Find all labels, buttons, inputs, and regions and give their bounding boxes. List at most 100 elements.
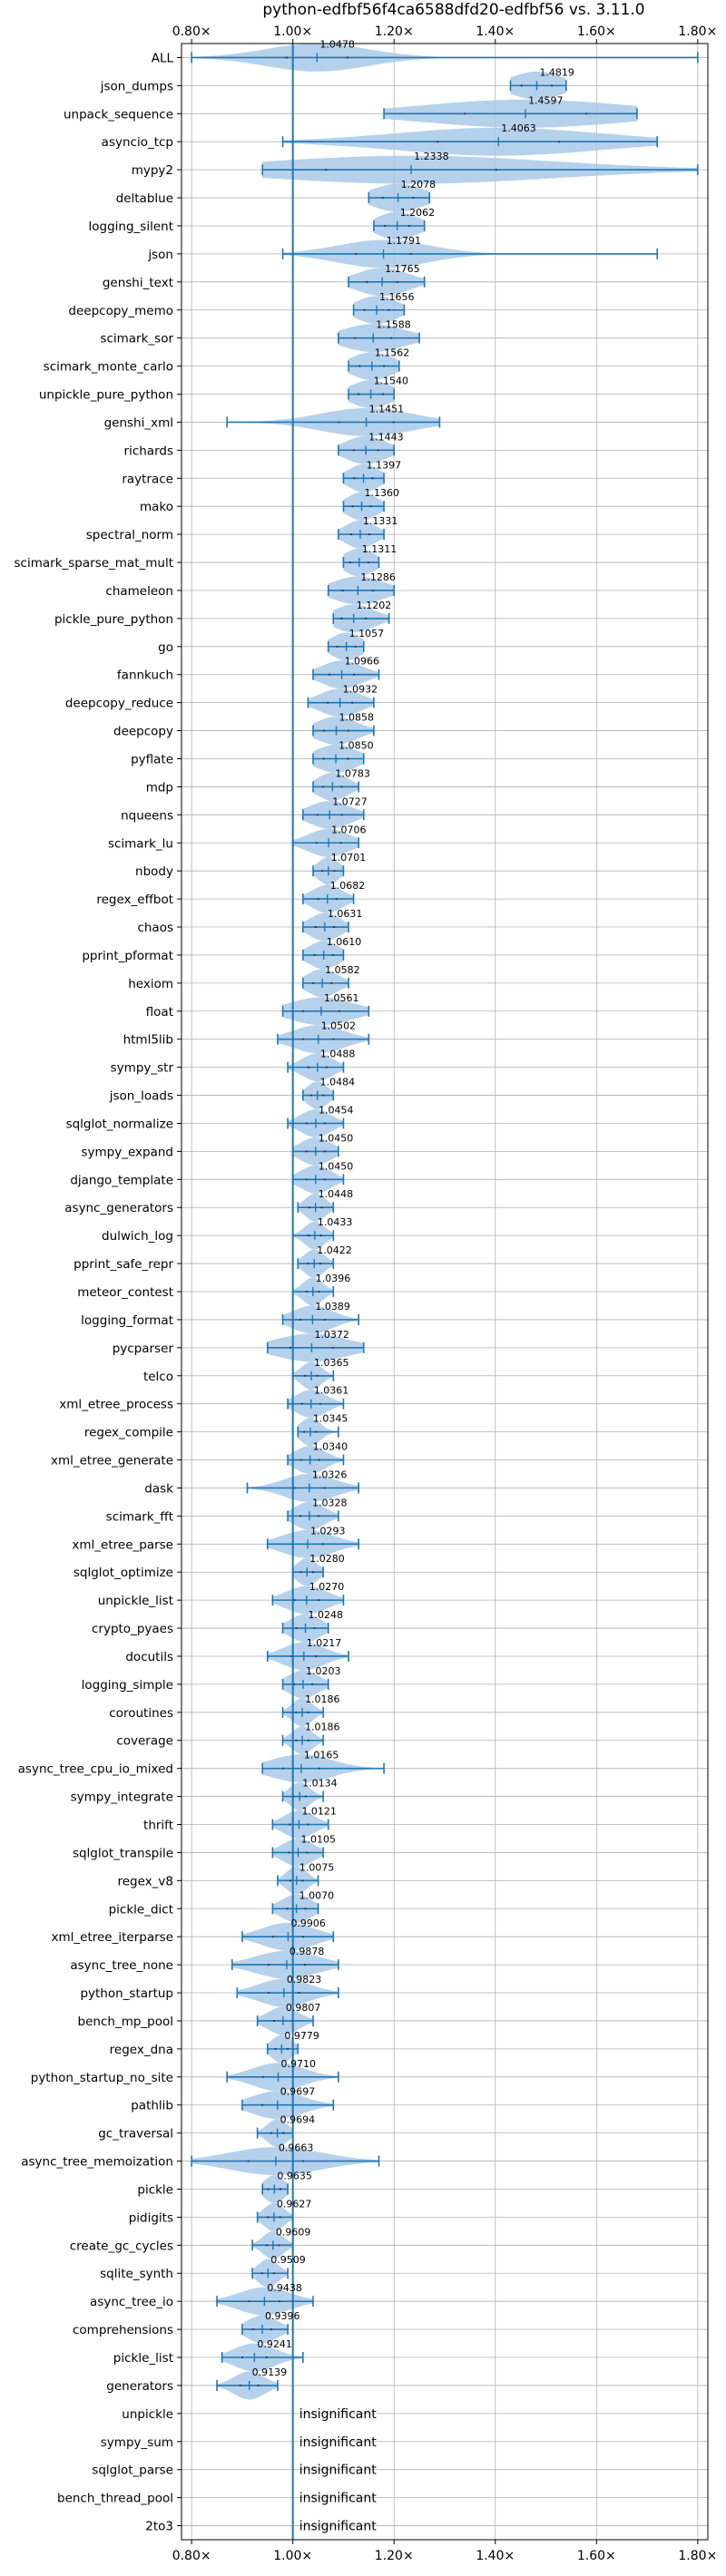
violin-quartile-dot [390, 337, 393, 339]
benchmark-label: regex_effbot [96, 893, 173, 907]
value-label: 0.9438 [267, 2282, 302, 2294]
violin-quartile-dot [308, 1234, 310, 1237]
value-label: 1.2338 [414, 151, 449, 162]
violin-quartile-dot [322, 1094, 325, 1097]
benchmark-label: dulwich_log [102, 1229, 173, 1244]
benchmark-label: docutils [125, 1650, 173, 1664]
violin-quartile-dot [267, 2216, 270, 2219]
value-label: 1.1286 [360, 571, 396, 583]
x-tick-label-bottom: 1.00× [273, 2549, 312, 2563]
violin-quartile-dot [301, 2160, 305, 2162]
value-label: 1.0682 [330, 880, 366, 892]
violin-quartile-dot [339, 842, 342, 844]
benchmark-label: python_startup [80, 1986, 173, 2001]
value-label: 0.9241 [257, 2338, 292, 2350]
benchmark-label: 2to3 [145, 2520, 173, 2534]
violin-quartile-dot [289, 1346, 292, 1349]
grid-layer [182, 44, 708, 2540]
benchmark-label: async_tree_cpu_io_mixed [18, 1762, 173, 1777]
violin-quartile-dot [282, 2132, 285, 2134]
benchmark-label: mypy2 [132, 163, 173, 178]
value-label: 0.9509 [270, 2254, 306, 2266]
violin-quartile-dot [319, 1262, 322, 1265]
value-label: 1.0270 [309, 1581, 345, 1593]
benchmark-label: regex_dna [110, 2043, 173, 2057]
benchmark-label: genshi_xml [104, 415, 173, 430]
violin-quartile-dot [347, 729, 350, 732]
x-tick-label-bottom: 0.80× [172, 2549, 211, 2563]
value-label: 1.0478 [319, 38, 355, 50]
benchmark-label: deepcopy_memo [68, 304, 173, 318]
violin-quartile-dot [316, 814, 319, 816]
x-tick-label-top: 1.40× [476, 24, 515, 39]
value-label: 1.4597 [528, 94, 564, 106]
benchmark-label: xml_etree_process [59, 1398, 173, 1412]
violin-quartile-dot [305, 1150, 308, 1153]
value-label: 1.1791 [387, 235, 422, 247]
violin-quartile-dot [381, 393, 385, 395]
violin-quartile-dot [300, 1402, 303, 1405]
benchmark-label: sympy_sum [101, 2435, 173, 2450]
violin-quartile-dot [407, 224, 411, 228]
violin-quartile-dot [304, 1374, 307, 1377]
value-label: 0.9139 [252, 2366, 288, 2378]
violin-quartile-dot [338, 421, 340, 424]
violin-quartile-dot [299, 1571, 302, 1574]
violin-quartile-dot [305, 1122, 309, 1125]
violin-quartile-dot [272, 2019, 275, 2023]
violin-quartile-dot [295, 1739, 298, 1742]
value-label: 0.9694 [280, 2114, 316, 2126]
violin-quartile-dot [316, 1374, 319, 1377]
value-label: 1.0450 [319, 1160, 354, 1172]
value-label: 1.0372 [314, 1329, 349, 1341]
label-layer: 0.80× 0.80× 1.00× 1.00× 1.20× 1.20× 1.40× 1.40×… [15, 24, 718, 2563]
benchmark-label: pyflate [131, 752, 173, 766]
value-label: 1.1331 [363, 515, 398, 527]
benchmark-label: sqlite_synth [100, 2267, 173, 2281]
violin-quartile-dot [310, 1683, 314, 1685]
violin-quartile-dot [520, 84, 523, 87]
violin-quartile-dot [340, 617, 343, 620]
benchmark-label: async_tree_io [90, 2295, 173, 2309]
value-label: 1.1540 [374, 376, 409, 387]
benchmark-label: sqlglot_optimize [74, 1566, 173, 1580]
benchmark-label: hexiom [128, 977, 173, 991]
violin-quartile-dot [318, 1599, 320, 1602]
violin-quartile-dot [323, 1178, 326, 1181]
value-label: 1.0561 [324, 992, 359, 1004]
violin-quartile-dot [323, 1150, 326, 1153]
violin-quartile-dot [305, 1290, 309, 1293]
violin-layer [191, 44, 699, 2540]
violin-quartile-dot [330, 981, 333, 984]
violin-quartile-dot [295, 1711, 298, 1713]
violin-quartile-dot [289, 1879, 292, 1882]
violin-quartile-dot [298, 1991, 300, 1995]
benchmark-label: xml_etree_generate [51, 1454, 173, 1469]
benchmark-label: scimark_sor [100, 332, 173, 346]
value-label: 1.0203 [306, 1665, 341, 1677]
axis-layer [177, 39, 709, 2544]
violin-quartile-dot [321, 1543, 324, 1546]
violin-quartile-dot [299, 1515, 302, 1517]
violin-quartile-dot [318, 1459, 320, 1461]
violin-quartile-dot [272, 2272, 276, 2275]
value-label: 1.0488 [320, 1049, 356, 1060]
value-label: 1.0850 [338, 739, 374, 751]
value-label: 1.0484 [320, 1077, 356, 1088]
violin-quartile-dot [304, 1795, 307, 1798]
violin-quartile-dot [363, 308, 366, 311]
value-label: 1.0186 [305, 1693, 340, 1705]
violin-quartile-dot [388, 308, 390, 311]
violin-quartile-dot [323, 1122, 327, 1125]
violin-quartile-dot [323, 1487, 326, 1489]
violin-quartile-dot [261, 2075, 264, 2078]
benchmark-label: pidigits [129, 2210, 173, 2225]
value-label: 1.1397 [367, 459, 402, 471]
violin-quartile-dot [306, 1851, 309, 1854]
violin-quartile-dot [377, 449, 379, 452]
violin-quartile-dot [358, 393, 360, 395]
benchmark-label: unpickle_list [98, 1594, 173, 1608]
x-tick-label-bottom: 1.80× [678, 2549, 717, 2563]
violin-quartile-dot [392, 421, 395, 424]
insignificant-label: insignificant [299, 2464, 378, 2478]
